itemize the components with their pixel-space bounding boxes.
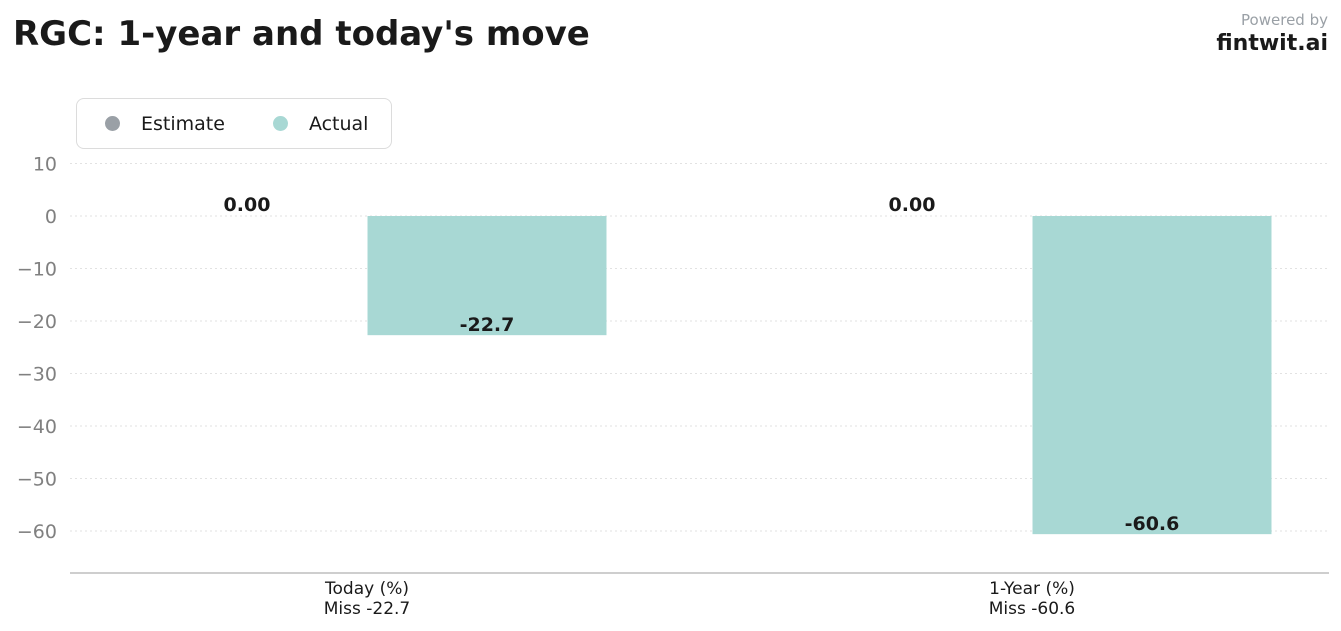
y-tick-label: −30 — [17, 364, 57, 386]
legend-item-actual: Actual — [272, 112, 369, 135]
chart-title: RGC: 1-year and today's move — [13, 14, 590, 54]
bar-actual — [1032, 216, 1272, 535]
legend-item-estimate: Estimate — [105, 113, 225, 135]
legend-label: Estimate — [141, 112, 225, 135]
y-tick-label: −50 — [17, 469, 57, 491]
y-tick-label: −60 — [17, 521, 57, 543]
data-label: 0.00 — [224, 194, 271, 216]
chart-legend: Estimate Actual — [76, 98, 392, 149]
data-label: -60.6 — [1125, 513, 1180, 535]
legend-label: Actual — [308, 112, 369, 135]
data-label: -22.7 — [460, 314, 515, 336]
x-tick-label: Today (%) — [324, 579, 409, 599]
data-label: 0.00 — [889, 194, 936, 216]
y-tick-label: 0 — [45, 206, 57, 228]
legend-dot-icon — [105, 116, 120, 131]
legend-dot-icon — [272, 116, 288, 131]
y-tick-label: −20 — [17, 311, 57, 333]
x-tick-label: Miss -22.7 — [324, 599, 411, 619]
brand-name: fintwit.ai — [1216, 31, 1328, 56]
bar-actual — [367, 216, 607, 336]
x-tick-label: Miss -60.6 — [989, 599, 1076, 619]
brand-block: Powered by fintwit.ai — [1216, 10, 1328, 58]
powered-by-label: Powered by — [1241, 11, 1328, 29]
x-tick-label: 1-Year (%) — [989, 579, 1075, 599]
y-tick-label: −10 — [17, 259, 57, 281]
y-tick-label: 10 — [33, 154, 57, 176]
y-tick-label: −40 — [17, 416, 57, 438]
